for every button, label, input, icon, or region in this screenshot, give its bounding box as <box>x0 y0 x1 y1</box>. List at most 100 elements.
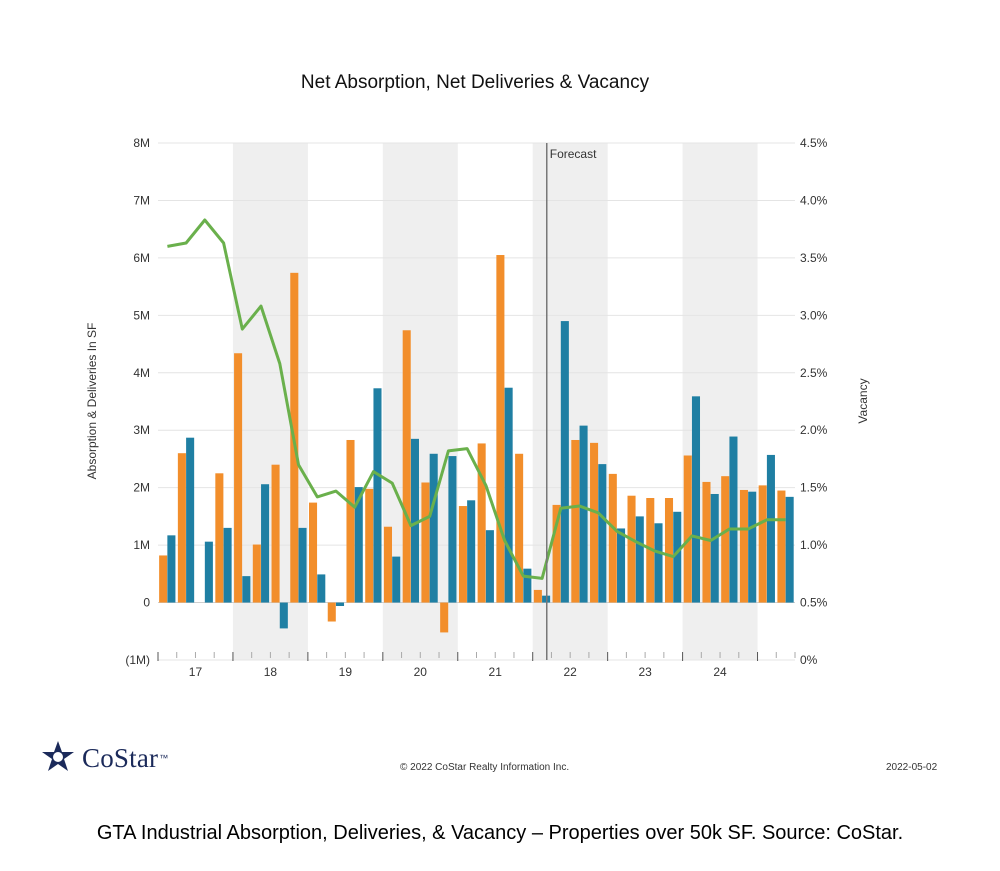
y2-tick-label: 3.5% <box>800 251 828 265</box>
bar-absorption <box>261 484 270 603</box>
bar-absorption <box>392 556 401 603</box>
bar-deliveries <box>327 602 336 622</box>
bar-absorption <box>523 568 532 603</box>
bar-deliveries <box>496 255 505 603</box>
bar-absorption <box>691 396 701 603</box>
bar-absorption <box>673 511 682 603</box>
logo-text: CoStar <box>82 742 159 773</box>
y-tick-label: 2M <box>133 481 150 495</box>
bar-deliveries <box>440 602 449 633</box>
bar-absorption <box>635 516 644 603</box>
figure-caption: GTA Industrial Absorption, Deliveries, &… <box>96 822 904 844</box>
x-year-label: 19 <box>339 665 353 679</box>
bar-deliveries <box>683 455 692 603</box>
bar-deliveries <box>627 495 636 603</box>
bar-deliveries <box>608 473 617 603</box>
bar-deliveries <box>515 453 524 603</box>
bar-deliveries <box>215 473 224 603</box>
bar-deliveries <box>739 489 748 603</box>
forecast-label: Forecast <box>550 147 597 161</box>
y-tick-label: 6M <box>133 251 150 265</box>
bar-deliveries <box>383 526 393 603</box>
x-year-label: 24 <box>713 665 727 679</box>
y2-tick-label: 1.5% <box>800 481 828 495</box>
bar-deliveries <box>552 504 561 603</box>
bar-absorption <box>729 436 738 603</box>
y2-tick-label: 2.0% <box>800 423 828 437</box>
bar-absorption <box>710 493 719 603</box>
bar-deliveries <box>177 453 186 603</box>
bar-absorption <box>186 437 195 603</box>
bar-absorption <box>429 453 438 603</box>
bar-absorption <box>560 321 569 603</box>
y2-tick-label: 4.0% <box>800 193 828 207</box>
bar-absorption <box>766 454 775 603</box>
x-year-label: 21 <box>489 665 503 679</box>
bar-deliveries <box>346 439 355 603</box>
bar-absorption <box>279 602 288 629</box>
vacancy-line <box>167 218 786 580</box>
y-tick-label: 0 <box>143 596 150 610</box>
y-axis-title: Absorption & Deliveries In SF <box>85 323 99 480</box>
bar-absorption <box>167 535 176 603</box>
bar-absorption <box>298 527 307 603</box>
bar-deliveries <box>458 506 467 603</box>
x-year-label: 23 <box>638 665 652 679</box>
bar-deliveries <box>702 481 711 603</box>
bar-deliveries <box>159 555 168 603</box>
bar-absorption <box>448 456 457 603</box>
costar-logo: CoStar ™ <box>40 740 168 776</box>
bar-absorption <box>335 602 345 607</box>
bar-deliveries <box>721 476 730 603</box>
bar-deliveries <box>365 488 374 603</box>
bar-absorption <box>485 530 494 603</box>
bar-absorption <box>223 527 232 603</box>
bar-absorption <box>354 487 363 603</box>
bar-absorption <box>242 576 251 603</box>
y-tick-label: 3M <box>133 423 150 437</box>
y2-tick-label: 3.0% <box>800 308 828 322</box>
bar-absorption <box>598 464 607 603</box>
x-year-label: 20 <box>414 665 428 679</box>
bar-deliveries <box>533 589 542 603</box>
bar-deliveries <box>309 502 318 603</box>
bar-absorption <box>317 574 326 603</box>
bar-absorption <box>785 496 794 603</box>
bar-absorption <box>579 425 588 603</box>
x-year-label: 22 <box>563 665 577 679</box>
bar-deliveries <box>664 498 674 603</box>
bar-deliveries <box>758 485 767 603</box>
y2-tick-label: 4.5% <box>800 136 828 150</box>
bar-absorption <box>410 438 419 603</box>
bar-absorption <box>373 388 382 603</box>
y-tick-label: 8M <box>133 136 150 150</box>
bar-absorption <box>467 500 476 603</box>
bar-deliveries <box>402 330 411 603</box>
y-tick-label: 4M <box>133 366 150 380</box>
bar-deliveries <box>252 544 261 603</box>
logo-trademark: ™ <box>159 753 169 763</box>
y2-tick-label: 2.5% <box>800 366 828 380</box>
bar-deliveries <box>571 439 580 603</box>
y-tick-label: 7M <box>133 193 150 207</box>
x-year-label: 18 <box>264 665 278 679</box>
y-tick-label: (1M) <box>125 653 150 667</box>
bar-absorption <box>617 528 626 603</box>
bar-absorption <box>748 491 757 603</box>
bar-absorption <box>504 387 513 603</box>
bar-absorption <box>204 541 213 603</box>
bar-deliveries <box>421 482 430 603</box>
bar-absorption <box>654 523 663 603</box>
chart-title: Net Absorption, Net Deliveries & Vacancy <box>300 72 650 93</box>
y-tick-label: 5M <box>133 308 150 322</box>
x-year-label: 17 <box>189 665 203 679</box>
y2-tick-label: 1.0% <box>800 538 828 552</box>
y2-tick-label: 0.5% <box>800 596 828 610</box>
y-tick-label: 1M <box>133 538 150 552</box>
bar-deliveries <box>590 442 599 603</box>
bar-deliveries <box>777 490 786 603</box>
bar-deliveries <box>271 464 280 603</box>
y2-tick-label: 0% <box>800 653 818 667</box>
costar-star-icon <box>42 741 74 771</box>
